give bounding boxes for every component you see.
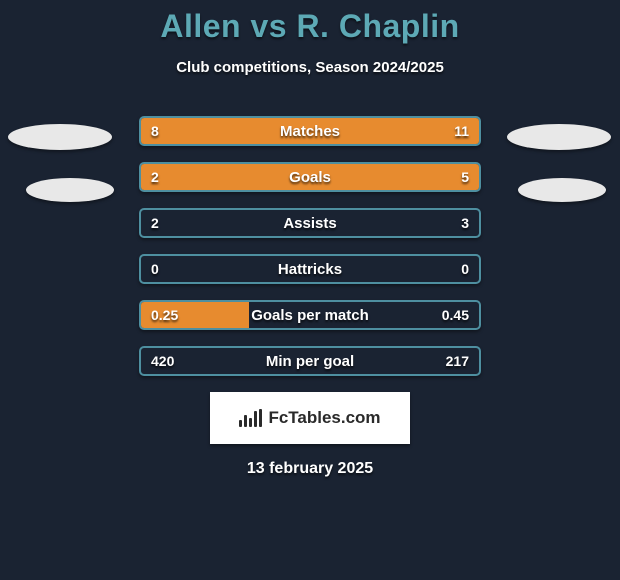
bar-chart-icon [239, 409, 262, 427]
subtitle: Club competitions, Season 2024/2025 [0, 59, 620, 76]
date-text: 13 february 2025 [0, 460, 620, 478]
stat-row: 2 3Assists [139, 208, 481, 238]
stat-value-right: 217 [436, 348, 479, 374]
stat-label: Assists [141, 210, 479, 236]
stat-value-left: 8 [141, 118, 169, 144]
vs-separator: vs [250, 8, 287, 44]
player-badge-ellipse [518, 178, 606, 202]
player-badge-ellipse [26, 178, 114, 202]
stat-value-right: 0 [451, 256, 479, 282]
player1-name: Allen [160, 8, 241, 44]
brand-text: FcTables.com [268, 408, 380, 428]
stat-row: 25Goals [139, 162, 481, 192]
stat-value-left: 420 [141, 348, 184, 374]
player-badge-ellipse [8, 124, 112, 150]
stat-value-left: 2 [141, 210, 169, 236]
stat-value-left: 2 [141, 164, 169, 190]
stat-value-right: 5 [451, 164, 479, 190]
brand-box: FcTables.com [210, 392, 410, 444]
stat-value-left: 0.25 [141, 302, 188, 328]
comparison-title: Allen vs R. Chaplin [0, 0, 620, 45]
stat-value-right: 11 [444, 118, 479, 144]
stat-row: 420 217Min per goal [139, 346, 481, 376]
stat-value-left: 0 [141, 256, 169, 282]
stat-row: 0.250.45Goals per match [139, 300, 481, 330]
player2-name: R. Chaplin [296, 8, 459, 44]
stat-label: Hattricks [141, 256, 479, 282]
stat-label: Min per goal [141, 348, 479, 374]
stat-value-right: 0.45 [432, 302, 479, 328]
stat-row: 811Matches [139, 116, 481, 146]
stat-value-right: 3 [451, 210, 479, 236]
stat-bars: 811Matches25Goals23Assists00Hattricks0.2… [139, 116, 481, 376]
player-badge-ellipse [507, 124, 611, 150]
stat-fill-right [232, 164, 479, 190]
stat-row: 0 0Hattricks [139, 254, 481, 284]
